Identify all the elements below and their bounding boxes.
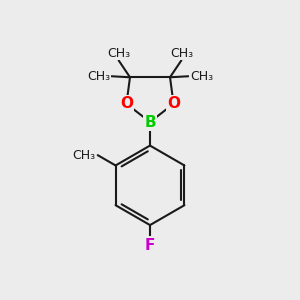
Text: CH₃: CH₃: [87, 70, 110, 83]
Text: O: O: [167, 96, 180, 111]
Text: CH₃: CH₃: [170, 47, 193, 60]
Text: CH₃: CH₃: [190, 70, 213, 83]
Text: F: F: [145, 238, 155, 253]
Text: CH₃: CH₃: [107, 47, 130, 60]
Text: B: B: [144, 115, 156, 130]
Text: O: O: [120, 96, 133, 111]
Text: CH₃: CH₃: [72, 149, 95, 162]
